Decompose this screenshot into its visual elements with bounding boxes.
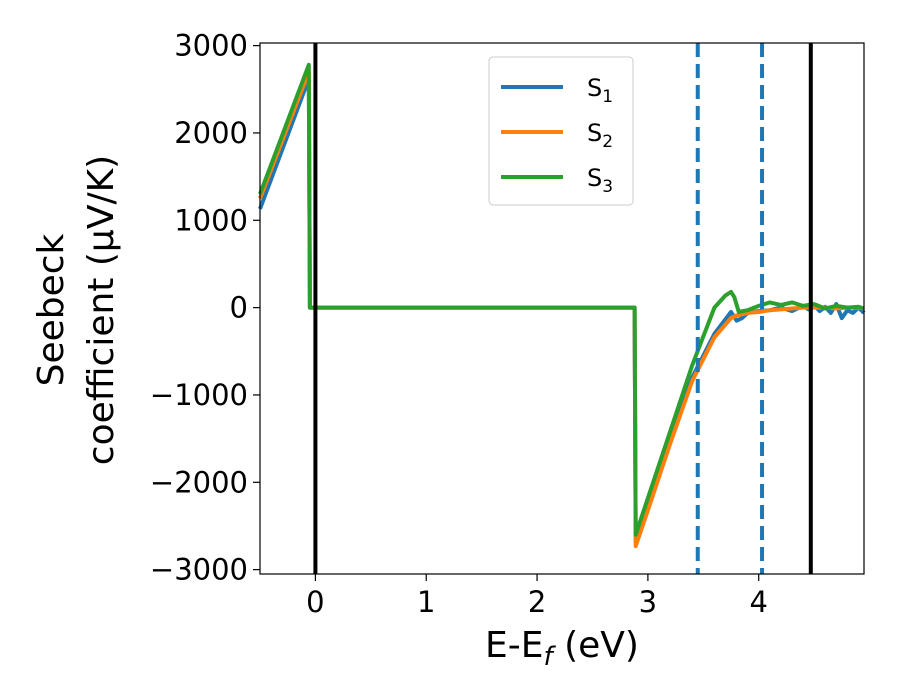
y-tick-label: 1000 <box>174 203 248 237</box>
legend: S1 S2 S3 <box>488 56 634 206</box>
series-layer <box>258 62 866 549</box>
x-tick-label: 0 <box>306 585 324 619</box>
y-tick-label: −2000 <box>150 465 248 499</box>
legend-label-s3: S3 <box>587 164 613 197</box>
x-axis-label-main: E-E <box>485 625 543 666</box>
reference-lines <box>313 43 813 574</box>
plot-frame <box>259 42 865 575</box>
x-tick-label: 3 <box>639 585 657 619</box>
x-axis-label-unit: (eV) <box>553 625 639 666</box>
y-axis-label-line2: coefficient (μV/K) <box>81 155 122 465</box>
x-axis-label: E-Ef (eV) <box>485 625 639 672</box>
x-axis-ticks: 0 1 2 3 4 <box>306 574 768 619</box>
y-axis-label-line1: Seebeck <box>31 233 72 386</box>
y-tick-label: −1000 <box>150 378 248 412</box>
y-axis-label: Seebeck coefficient (μV/K) <box>31 155 122 465</box>
y-tick-label: 2000 <box>174 116 248 150</box>
x-tick-label: 4 <box>749 585 767 619</box>
y-tick-label: 3000 <box>174 29 248 63</box>
legend-label-s2: S2 <box>587 119 613 152</box>
series-line-s3 <box>258 62 865 537</box>
y-axis-ticks: 3000 2000 1000 0 −1000 −2000 −3000 <box>150 29 260 587</box>
x-tick-label: 2 <box>528 585 546 619</box>
y-tick-label: −3000 <box>150 553 248 587</box>
legend-label-s1: S1 <box>587 74 613 107</box>
y-tick-label: 0 <box>230 291 248 325</box>
x-tick-label: 1 <box>417 585 435 619</box>
